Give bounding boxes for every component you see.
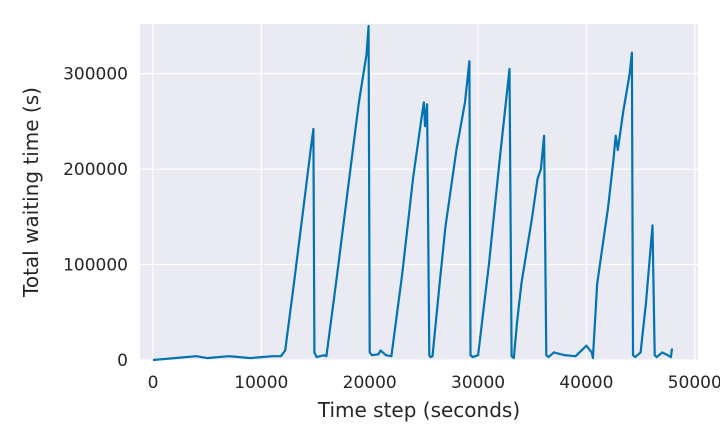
x-axis-label: Time step (seconds) [317,398,520,422]
series-group [152,24,674,362]
x-tick-label: 0 [148,373,159,393]
x-tick-label: 50000 [668,373,720,393]
y-tick-label: 300000 [63,65,128,85]
x-tick-label: 40000 [559,373,613,393]
x-tick-label: 20000 [343,373,397,393]
x-tick-label: 10000 [234,373,288,393]
y-axis-label: Total waiting time (s) [19,87,43,298]
y-tick-label: 200000 [63,160,128,180]
series-line-0 [152,24,674,362]
plot-background [140,24,698,360]
x-tick-label: 30000 [451,373,505,393]
x-tick-labels: 0 10000 20000 30000 40000 50000 [148,373,720,393]
y-tick-label: 100000 [63,256,128,276]
y-tick-label: 0 [117,351,128,371]
y-tick-labels: 0 100000 200000 300000 [63,65,128,371]
